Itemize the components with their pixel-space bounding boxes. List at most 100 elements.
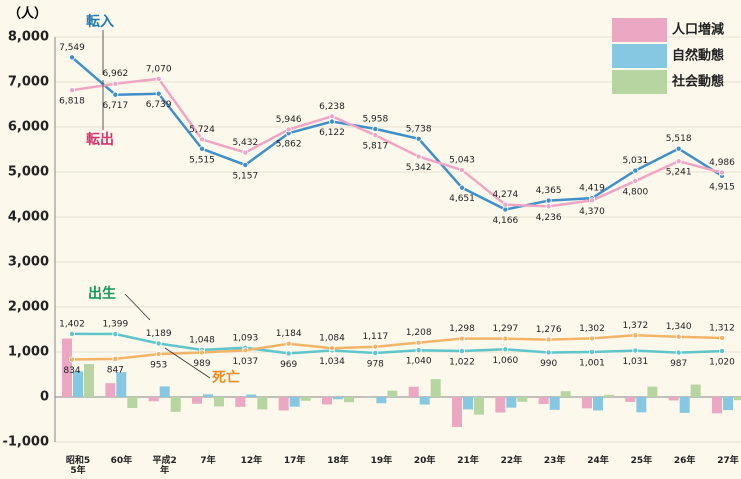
bar <box>734 397 741 401</box>
point <box>545 336 552 343</box>
series-annotation: 転入 <box>86 13 114 30</box>
data-label: 5,342 <box>406 163 432 173</box>
x-tick-label: 21年 <box>457 456 479 466</box>
point <box>458 184 465 191</box>
bar <box>506 397 517 408</box>
point <box>372 343 379 350</box>
point <box>242 161 249 168</box>
x-tick-label: 60年 <box>110 456 133 466</box>
y-tick-label: 4,000 <box>8 210 49 225</box>
x-tick-label: 26年 <box>673 456 696 466</box>
bar <box>127 397 138 409</box>
data-label: 6,717 <box>102 101 128 111</box>
point <box>415 153 422 160</box>
data-label: 1,022 <box>449 358 475 368</box>
bar <box>203 394 213 397</box>
data-label: 5,817 <box>362 142 388 152</box>
y-tick-label: 3,000 <box>8 255 49 270</box>
data-label: 1,372 <box>622 321 648 331</box>
data-label: 1,040 <box>406 357 432 367</box>
bar <box>549 397 560 410</box>
data-label: 5,241 <box>666 168 692 178</box>
bar <box>668 397 679 401</box>
data-label: 969 <box>280 360 297 370</box>
point <box>328 113 335 120</box>
data-label: 1,184 <box>276 329 302 339</box>
point <box>675 333 682 340</box>
data-label: 5,515 <box>189 155 215 165</box>
data-label: 1,276 <box>536 325 562 335</box>
point <box>545 349 552 356</box>
point <box>328 345 335 352</box>
point <box>458 167 465 174</box>
data-label: 6,818 <box>59 97 85 107</box>
point <box>632 177 639 184</box>
data-label: 5,862 <box>276 140 302 150</box>
x-tick-label: 27年 <box>717 456 739 466</box>
bar <box>344 397 354 403</box>
point <box>632 167 639 174</box>
legend-swatch <box>612 44 667 68</box>
point <box>632 332 639 339</box>
point <box>198 136 205 143</box>
annotation-leader <box>124 293 151 321</box>
x-tick-label: 24年 <box>587 456 609 466</box>
data-label: 4,651 <box>449 194 475 204</box>
data-label: 7,070 <box>146 64 172 74</box>
point <box>719 334 726 341</box>
data-label: 1,298 <box>449 324 475 334</box>
point <box>242 347 249 354</box>
bar <box>463 397 473 410</box>
point <box>242 149 249 156</box>
x-tick-label: 7年 <box>200 456 216 466</box>
x-tick-label: 23年 <box>543 456 566 466</box>
data-label: 1,037 <box>232 357 258 367</box>
data-label: 1,048 <box>189 335 215 345</box>
x-tick-label: 22年 <box>500 456 523 466</box>
point <box>545 203 552 210</box>
bar <box>289 397 300 407</box>
data-label: 1,297 <box>492 324 518 334</box>
bar <box>246 394 257 397</box>
annotation-leader <box>164 347 211 379</box>
x-tick-label: 25年 <box>630 456 653 466</box>
point <box>69 54 76 61</box>
data-label: 5,432 <box>232 138 258 148</box>
data-label: 1,031 <box>622 357 648 367</box>
bar <box>387 390 398 397</box>
bar <box>300 397 311 401</box>
point <box>285 126 292 133</box>
data-label: 6,739 <box>146 100 172 110</box>
bar <box>322 397 332 405</box>
point <box>69 330 76 337</box>
data-label: 4,166 <box>492 216 518 226</box>
bar <box>62 338 72 397</box>
point <box>415 347 422 354</box>
data-label: 5,738 <box>406 124 432 134</box>
bar <box>214 397 224 407</box>
point <box>502 206 509 213</box>
data-label: 1,312 <box>709 323 735 333</box>
legend-swatch <box>612 70 667 94</box>
point <box>675 145 682 152</box>
point <box>458 335 465 342</box>
bar <box>73 371 83 397</box>
bar <box>408 386 419 397</box>
bar <box>636 397 647 413</box>
x-tick-label: 昭和55年 <box>65 456 91 476</box>
bar <box>452 397 462 428</box>
point <box>589 348 596 355</box>
data-label: 1,020 <box>709 358 735 368</box>
bar <box>604 394 614 397</box>
bar <box>495 397 506 413</box>
bar <box>538 397 549 405</box>
data-label: 6,962 <box>102 69 128 79</box>
data-label: 1,402 <box>59 319 85 329</box>
point <box>675 349 682 356</box>
bar <box>148 397 159 402</box>
x-tick-label: 平成2年 <box>152 456 177 476</box>
line <box>71 77 723 208</box>
point <box>198 349 205 356</box>
bar <box>560 391 571 397</box>
data-label: 4,236 <box>536 213 562 223</box>
